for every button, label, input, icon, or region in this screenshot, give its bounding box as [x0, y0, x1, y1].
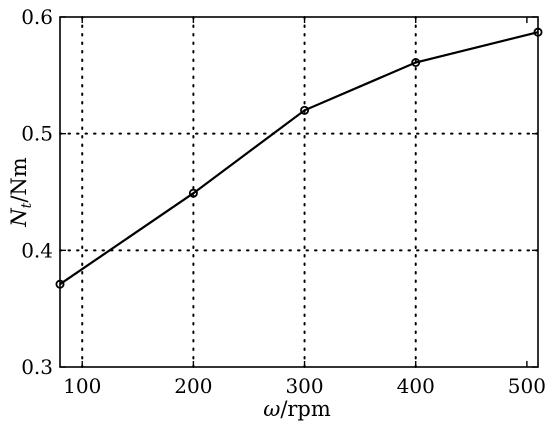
plot-frame	[59, 16, 539, 368]
series-layer	[55, 27, 543, 289]
data-point	[55, 279, 65, 289]
x-axis-label: ω/rpm	[263, 397, 331, 421]
x-tick-label: 300	[285, 374, 323, 398]
axis-ticks	[60, 16, 538, 368]
grid-lines	[59, 16, 539, 368]
series-line	[59, 31, 539, 286]
x-tick-label: 100	[63, 374, 101, 398]
tick-labels: 100 200 300 400 500 0.3 0.4 0.5 0.6	[21, 5, 546, 398]
data-point	[188, 188, 198, 198]
y-tick-label: 0.5	[21, 122, 53, 146]
y-tick-label: 0.6	[21, 5, 53, 29]
x-tick-label: 500	[508, 374, 546, 398]
x-tick-label: 200	[174, 374, 212, 398]
data-point	[533, 27, 543, 37]
y-axis-label: Nt/Nm	[7, 157, 35, 227]
data-point	[411, 58, 421, 68]
data-point	[300, 105, 310, 115]
x-tick-label: 400	[397, 374, 435, 398]
y-tick-label: 0.3	[21, 355, 53, 379]
y-tick-label: 0.4	[21, 238, 53, 262]
